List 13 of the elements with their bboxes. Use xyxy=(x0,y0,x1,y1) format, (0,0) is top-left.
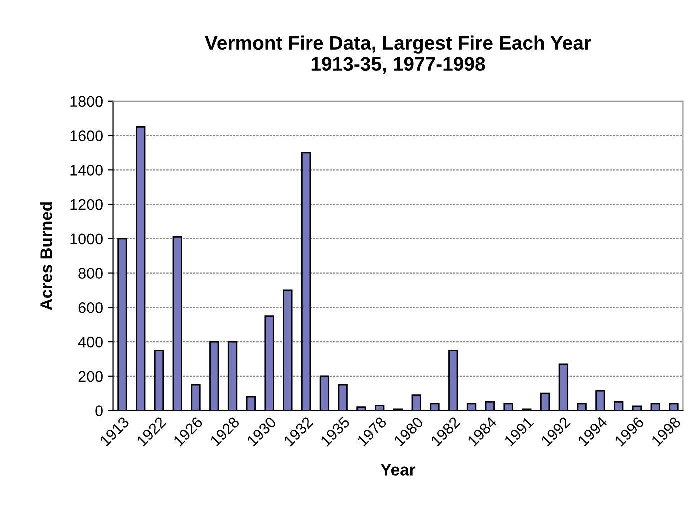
y-tick-label: 200 xyxy=(78,371,103,382)
x-axis-title: Year xyxy=(380,464,416,476)
y-tick-label: 600 xyxy=(78,302,103,314)
y-tick-label: 0 xyxy=(96,406,103,416)
y-tick-label: 1200 xyxy=(70,199,103,210)
y-tick-label: 1600 xyxy=(70,130,103,142)
y-axis-title: Acres Burned xyxy=(40,202,52,310)
y-tick-label: 1800 xyxy=(70,96,103,108)
y-tick-label: 1000 xyxy=(70,234,103,245)
y-tick-label: 800 xyxy=(78,268,103,279)
y-tick-label: 400 xyxy=(78,336,103,348)
y-tick-label: 1400 xyxy=(70,165,103,176)
chart-title: Vermont Fire Data, Largest Fire Each Year 1913-35, 1977-1998 xyxy=(205,36,592,74)
